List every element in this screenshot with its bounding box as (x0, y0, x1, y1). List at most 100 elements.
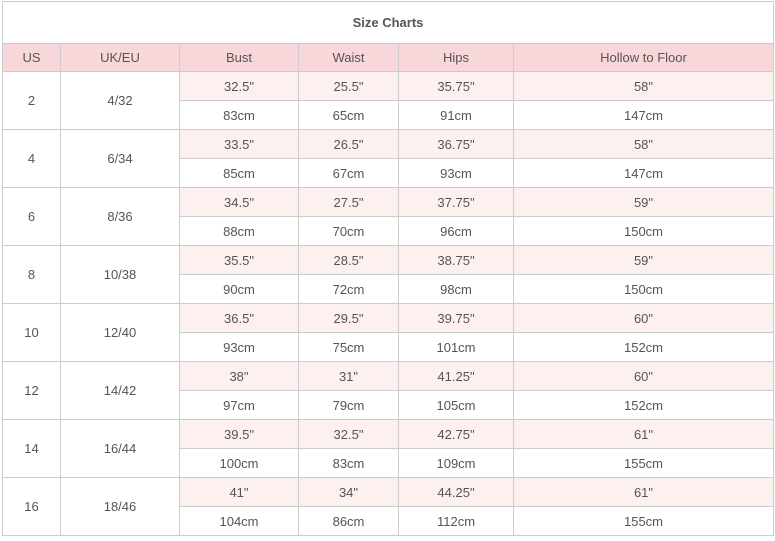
table-row-inch: 2 4/32 32.5" 25.5" 35.75" 58" (2, 71, 774, 130)
hollow-inch-cell: 60" (513, 303, 774, 333)
ukeu-size-cell: 8/36 (60, 187, 180, 246)
hips-cm-cell: 112cm (398, 506, 514, 536)
waist-inch-cell: 31" (298, 361, 399, 391)
bust-cm-cell: 83cm (179, 100, 299, 130)
hips-cm-cell: 98cm (398, 274, 514, 304)
column-header-us: US (2, 43, 61, 72)
bust-inch-cell: 36.5" (179, 303, 299, 333)
bust-cm-cell: 85cm (179, 158, 299, 188)
bust-cm-cell: 100cm (179, 448, 299, 478)
waist-cm-cell: 86cm (298, 506, 399, 536)
ukeu-size-cell: 14/42 (60, 361, 180, 420)
page-title: Size Charts (2, 1, 774, 44)
hips-cm-cell: 93cm (398, 158, 514, 188)
us-size-cell: 16 (2, 477, 61, 536)
hollow-inch-cell: 61" (513, 419, 774, 449)
hollow-inch-cell: 58" (513, 71, 774, 101)
hips-inch-cell: 35.75" (398, 71, 514, 101)
table-row-inch: 6 8/36 34.5" 27.5" 37.75" 59" (2, 187, 774, 246)
hollow-cm-cell: 147cm (513, 100, 774, 130)
hips-cm-cell: 109cm (398, 448, 514, 478)
table-row-cm: 90cm 72cm 98cm 150cm (3, 274, 774, 304)
header-row: US UK/EU Bust Waist Hips Hollow to Floor (2, 43, 774, 72)
waist-inch-cell: 28.5" (298, 245, 399, 275)
hips-cm-cell: 96cm (398, 216, 514, 246)
waist-cm-cell: 65cm (298, 100, 399, 130)
bust-inch-cell: 33.5" (179, 129, 299, 159)
column-header-hollow-to-floor: Hollow to Floor (513, 43, 774, 72)
us-size-cell: 10 (2, 303, 61, 362)
hips-inch-cell: 44.25" (398, 477, 514, 507)
bust-inch-cell: 35.5" (179, 245, 299, 275)
table-row-cm: 97cm 79cm 105cm 152cm (3, 390, 774, 420)
bust-inch-cell: 39.5" (179, 419, 299, 449)
bust-cm-cell: 88cm (179, 216, 299, 246)
ukeu-size-cell: 4/32 (60, 71, 180, 130)
table-row-inch: 12 14/42 38" 31" 41.25" 60" (2, 361, 774, 420)
waist-cm-cell: 67cm (298, 158, 399, 188)
hollow-cm-cell: 150cm (513, 274, 774, 304)
hips-inch-cell: 41.25" (398, 361, 514, 391)
hips-cm-cell: 101cm (398, 332, 514, 362)
bust-cm-cell: 93cm (179, 332, 299, 362)
hollow-cm-cell: 155cm (513, 506, 774, 536)
ukeu-size-cell: 18/46 (60, 477, 180, 536)
bust-cm-cell: 90cm (179, 274, 299, 304)
hips-cm-cell: 105cm (398, 390, 514, 420)
bust-cm-cell: 97cm (179, 390, 299, 420)
hollow-cm-cell: 152cm (513, 332, 774, 362)
hollow-cm-cell: 150cm (513, 216, 774, 246)
hollow-cm-cell: 155cm (513, 448, 774, 478)
hollow-inch-cell: 58" (513, 129, 774, 159)
column-header-bust: Bust (179, 43, 299, 72)
table-row-cm: 83cm 65cm 91cm 147cm (3, 100, 774, 130)
hips-inch-cell: 38.75" (398, 245, 514, 275)
hips-inch-cell: 37.75" (398, 187, 514, 217)
waist-cm-cell: 79cm (298, 390, 399, 420)
hollow-inch-cell: 60" (513, 361, 774, 391)
bust-cm-cell: 104cm (179, 506, 299, 536)
title-row: Size Charts (2, 1, 774, 44)
hips-inch-cell: 36.75" (398, 129, 514, 159)
table-row-cm: 104cm 86cm 112cm 155cm (3, 506, 774, 536)
waist-cm-cell: 70cm (298, 216, 399, 246)
hips-inch-cell: 39.75" (398, 303, 514, 333)
hollow-cm-cell: 147cm (513, 158, 774, 188)
column-header-waist: Waist (298, 43, 399, 72)
bust-inch-cell: 34.5" (179, 187, 299, 217)
ukeu-size-cell: 6/34 (60, 129, 180, 188)
table-row-inch: 10 12/40 36.5" 29.5" 39.75" 60" (2, 303, 774, 362)
table-row-inch: 14 16/44 39.5" 32.5" 42.75" 61" (2, 419, 774, 478)
waist-cm-cell: 75cm (298, 332, 399, 362)
us-size-cell: 8 (2, 245, 61, 304)
column-header-ukeu: UK/EU (60, 43, 180, 72)
table-row-inch: 4 6/34 33.5" 26.5" 36.75" 58" (2, 129, 774, 188)
table-row-cm: 85cm 67cm 93cm 147cm (3, 158, 774, 188)
waist-inch-cell: 26.5" (298, 129, 399, 159)
ukeu-size-cell: 12/40 (60, 303, 180, 362)
hollow-inch-cell: 61" (513, 477, 774, 507)
waist-inch-cell: 32.5" (298, 419, 399, 449)
hips-inch-cell: 42.75" (398, 419, 514, 449)
bust-inch-cell: 32.5" (179, 71, 299, 101)
waist-inch-cell: 34" (298, 477, 399, 507)
waist-cm-cell: 83cm (298, 448, 399, 478)
waist-inch-cell: 27.5" (298, 187, 399, 217)
us-size-cell: 4 (2, 129, 61, 188)
table-row-inch: 16 18/46 41" 34" 44.25" 61" (2, 477, 774, 536)
waist-inch-cell: 25.5" (298, 71, 399, 101)
table-row-inch: 8 10/38 35.5" 28.5" 38.75" 59" (2, 245, 774, 304)
waist-cm-cell: 72cm (298, 274, 399, 304)
hips-cm-cell: 91cm (398, 100, 514, 130)
waist-inch-cell: 29.5" (298, 303, 399, 333)
hollow-inch-cell: 59" (513, 187, 774, 217)
us-size-cell: 6 (2, 187, 61, 246)
table-row-cm: 88cm 70cm 96cm 150cm (3, 216, 774, 246)
hollow-cm-cell: 152cm (513, 390, 774, 420)
ukeu-size-cell: 10/38 (60, 245, 180, 304)
us-size-cell: 14 (2, 419, 61, 478)
us-size-cell: 2 (2, 71, 61, 130)
hollow-inch-cell: 59" (513, 245, 774, 275)
